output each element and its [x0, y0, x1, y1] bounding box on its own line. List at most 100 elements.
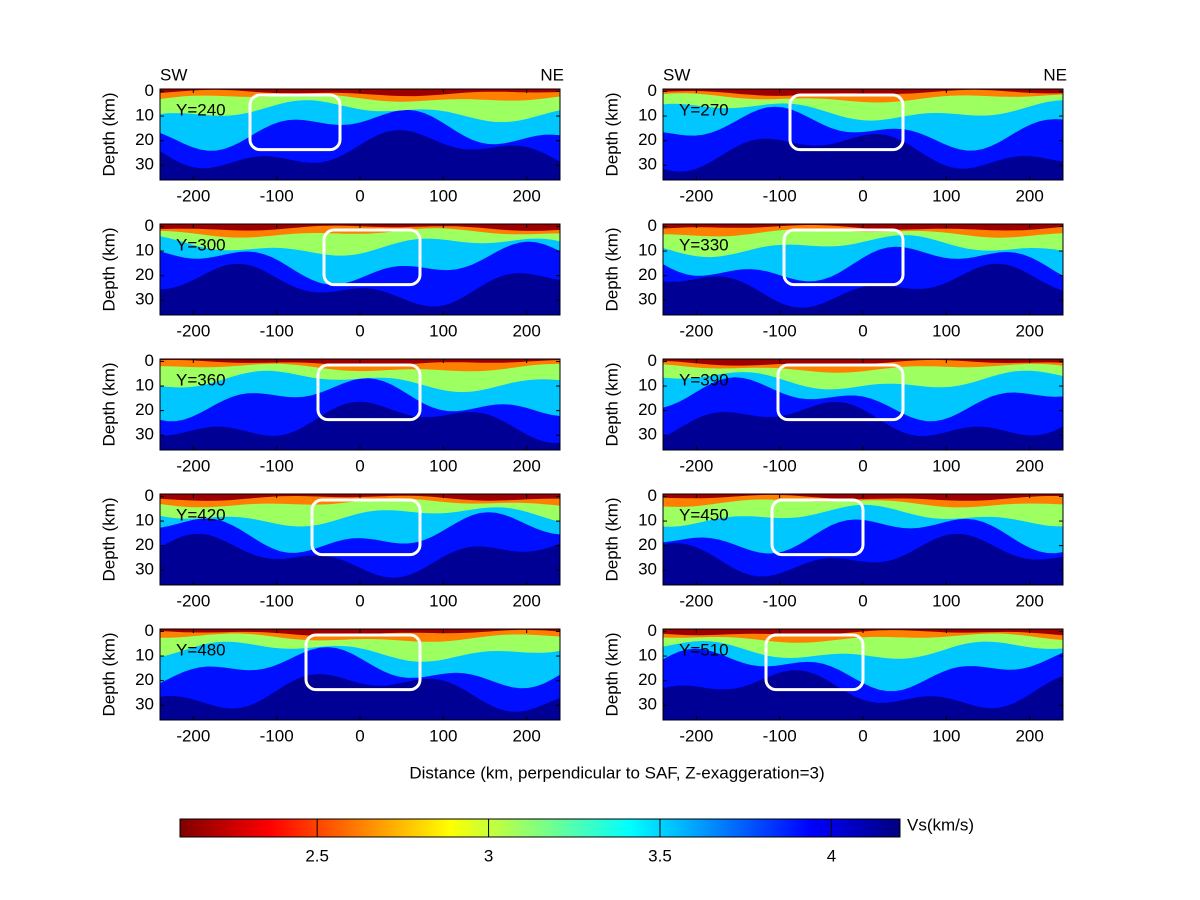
- region-outline: [776, 363, 905, 422]
- panel-title: Y=420: [176, 505, 226, 524]
- x-tick-label: -200: [679, 321, 713, 340]
- y-tick-label: 10: [135, 511, 154, 530]
- y-tick-label: 20: [135, 130, 154, 149]
- colorbar-label: Vs(km/s): [907, 815, 974, 834]
- y-tick-label: 30: [135, 560, 154, 579]
- region-outline: [788, 93, 905, 152]
- x-tick-label: 100: [932, 456, 960, 475]
- x-tick-label: -200: [679, 186, 713, 205]
- x-tick-label: 0: [355, 591, 364, 610]
- y-tick-label: 20: [135, 535, 154, 554]
- x-axis-label: Distance (km, perpendicular to SAF, Z-ex…: [409, 763, 824, 782]
- y-axis-label: Depth (km): [99, 227, 118, 311]
- y-tick-label: 30: [638, 290, 657, 309]
- panel: [160, 629, 560, 720]
- y-tick-label: 20: [135, 670, 154, 689]
- region-outline: [310, 498, 422, 557]
- region-outline: [782, 228, 905, 287]
- x-tick-label: 100: [429, 726, 457, 745]
- x-tick-label: 200: [1015, 456, 1043, 475]
- y-tick-label: 20: [638, 130, 657, 149]
- y-axis-label: Depth (km): [602, 497, 621, 581]
- region-outline: [316, 363, 422, 422]
- x-tick-label: -100: [260, 591, 294, 610]
- panel-title: Y=480: [176, 640, 226, 659]
- x-tick-label: 100: [932, 591, 960, 610]
- panel-title: Y=300: [176, 235, 226, 254]
- x-tick-label: 0: [858, 186, 867, 205]
- y-axis-label: Depth (km): [99, 497, 118, 581]
- x-tick-label: -200: [176, 186, 210, 205]
- x-tick-label: 100: [429, 186, 457, 205]
- x-tick-label: 0: [858, 321, 867, 340]
- x-tick-label: -100: [763, 591, 797, 610]
- panel: [160, 359, 560, 450]
- panel-title: Y=240: [176, 100, 226, 119]
- y-tick-label: 30: [135, 155, 154, 174]
- x-tick-label: -100: [763, 186, 797, 205]
- y-tick-label: 20: [638, 265, 657, 284]
- y-tick-label: 0: [145, 351, 154, 370]
- colorbar-tick-label: 2.5: [305, 846, 329, 865]
- y-axis-label: Depth (km): [602, 227, 621, 311]
- x-tick-label: 100: [429, 456, 457, 475]
- y-tick-label: 0: [648, 351, 657, 370]
- y-tick-label: 0: [648, 216, 657, 235]
- colorbar: [179, 818, 901, 838]
- x-tick-label: 200: [512, 186, 540, 205]
- x-tick-label: 200: [512, 591, 540, 610]
- x-tick-label: -200: [679, 456, 713, 475]
- panel: [663, 89, 1063, 180]
- velocity-band: [160, 494, 560, 501]
- region-outline: [764, 633, 865, 692]
- x-tick-label: 200: [1015, 591, 1043, 610]
- panel: [663, 494, 1063, 585]
- x-tick-label: -200: [679, 726, 713, 745]
- y-tick-label: 0: [648, 486, 657, 505]
- y-tick-label: 10: [135, 646, 154, 665]
- y-tick-label: 10: [638, 511, 657, 530]
- x-tick-label: 100: [429, 591, 457, 610]
- y-tick-label: 10: [638, 241, 657, 260]
- colorbar-tick-label: 3.5: [648, 846, 672, 865]
- panel: [160, 494, 560, 585]
- direction-label: SW: [663, 65, 690, 84]
- x-tick-label: -200: [176, 456, 210, 475]
- panel-title: Y=510: [679, 640, 729, 659]
- x-tick-label: -200: [176, 321, 210, 340]
- x-tick-label: -200: [176, 591, 210, 610]
- panel-title: Y=270: [679, 100, 729, 119]
- region-outline: [770, 498, 865, 557]
- y-tick-label: 0: [145, 621, 154, 640]
- x-tick-label: 100: [429, 321, 457, 340]
- y-tick-label: 0: [145, 216, 154, 235]
- x-tick-label: -100: [763, 456, 797, 475]
- x-tick-label: 0: [858, 726, 867, 745]
- panel: [160, 89, 560, 180]
- y-tick-label: 10: [135, 106, 154, 125]
- panel-title: Y=390: [679, 370, 729, 389]
- panel-title: Y=330: [679, 235, 729, 254]
- x-tick-label: 200: [512, 321, 540, 340]
- x-tick-label: 0: [858, 456, 867, 475]
- x-tick-label: 200: [1015, 186, 1043, 205]
- y-tick-label: 0: [145, 486, 154, 505]
- y-tick-label: 30: [135, 695, 154, 714]
- y-axis-label: Depth (km): [602, 92, 621, 176]
- panel: [663, 359, 1063, 450]
- y-tick-label: 30: [135, 425, 154, 444]
- x-tick-label: -100: [260, 186, 294, 205]
- velocity-band: [663, 629, 1063, 636]
- y-tick-label: 20: [135, 400, 154, 419]
- y-axis-label: Depth (km): [602, 632, 621, 716]
- y-tick-label: 20: [135, 265, 154, 284]
- x-tick-label: -200: [679, 591, 713, 610]
- colorbar-tick-label: 3: [484, 846, 493, 865]
- velocity-band: [160, 224, 560, 231]
- y-axis-label: Depth (km): [99, 362, 118, 446]
- x-tick-label: 0: [355, 726, 364, 745]
- x-tick-label: -200: [176, 726, 210, 745]
- panel: [160, 224, 560, 315]
- x-tick-label: 200: [512, 726, 540, 745]
- x-tick-label: 200: [512, 456, 540, 475]
